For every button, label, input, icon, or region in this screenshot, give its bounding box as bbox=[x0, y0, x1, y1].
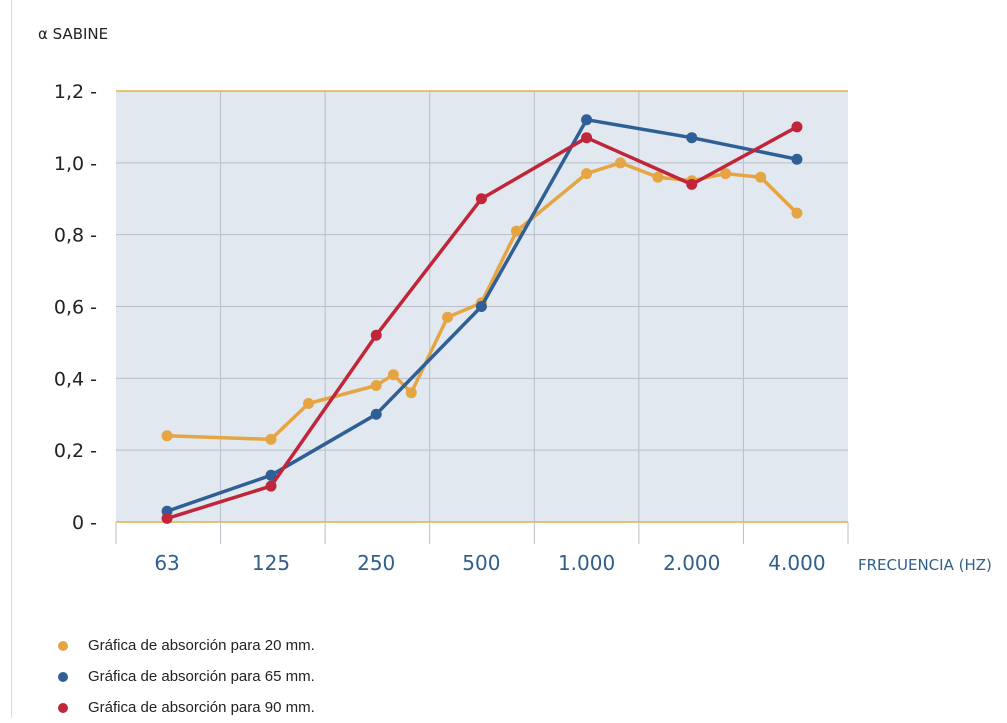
data-point bbox=[755, 171, 767, 183]
series-1 bbox=[161, 114, 803, 517]
data-point bbox=[510, 225, 522, 237]
x-axis-title: FRECUENCIA (HZ) bbox=[858, 556, 992, 574]
y-tick-label: 0,2 - bbox=[54, 440, 97, 462]
legend-label-90mm: Gráfica de absorción para 90 mm. bbox=[88, 699, 315, 716]
data-point bbox=[405, 387, 417, 399]
y-tick-label: 1,0 - bbox=[54, 153, 97, 175]
data-point bbox=[686, 178, 698, 190]
y-tick-label: 0 - bbox=[72, 512, 97, 534]
data-point bbox=[475, 301, 487, 312]
y-tick-label: 0,4 - bbox=[54, 368, 97, 390]
legend-item-20mm: Gráfica de absorción para 20 mm. bbox=[58, 630, 315, 661]
data-point bbox=[686, 132, 698, 144]
y-tick-label: 1,2 - bbox=[54, 81, 97, 103]
series-2 bbox=[161, 121, 803, 524]
data-point bbox=[614, 157, 626, 169]
data-point bbox=[302, 397, 314, 409]
y-axis-ticks: 0 - 0,2 - 0,4 - 0,6 - 0,8 - 1,0 - 1,2 - bbox=[54, 81, 97, 534]
legend-item-90mm: Gráfica de absorción para 90 mm. bbox=[58, 692, 315, 723]
legend-label-20mm: Gráfica de absorción para 20 mm. bbox=[88, 637, 315, 654]
series-group bbox=[161, 114, 803, 524]
data-point bbox=[370, 380, 382, 392]
data-point bbox=[581, 132, 593, 144]
absorption-chart: 0 - 0,2 - 0,4 - 0,6 - 0,8 - 1,0 - 1,2 - 63 125 2… bbox=[38, 25, 992, 575]
y-tick-label: 0,6 - bbox=[54, 297, 97, 319]
x-tick-label: 1.000 bbox=[558, 551, 615, 575]
x-tick-label: 4.000 bbox=[768, 551, 825, 575]
x-axis-ticks: 63 125 250 500 1.000 2.000 4.000 bbox=[154, 551, 825, 575]
page-left-rule bbox=[11, 0, 12, 718]
data-point bbox=[265, 469, 277, 481]
x-tick-label: 2.000 bbox=[663, 551, 720, 575]
data-point bbox=[581, 114, 593, 126]
legend: Gráfica de absorción para 20 mm. Gráfica… bbox=[58, 630, 315, 723]
legend-label-65mm: Gráfica de absorción para 65 mm. bbox=[88, 668, 315, 685]
data-point bbox=[387, 369, 399, 381]
data-point bbox=[265, 480, 277, 492]
data-point bbox=[370, 329, 382, 341]
data-point bbox=[581, 168, 593, 180]
x-tick-label: 63 bbox=[154, 551, 179, 575]
y-axis-title: α SABINE bbox=[38, 25, 108, 43]
data-point bbox=[720, 168, 732, 180]
legend-marker-90mm bbox=[58, 702, 68, 713]
data-point bbox=[161, 430, 173, 442]
legend-marker-65mm bbox=[58, 671, 68, 682]
data-point bbox=[161, 512, 173, 524]
y-tick-label: 0,8 - bbox=[54, 225, 97, 247]
series-line bbox=[167, 161, 799, 442]
legend-item-65mm: Gráfica de absorción para 65 mm. bbox=[58, 661, 315, 692]
data-point bbox=[475, 193, 487, 205]
legend-marker-20mm bbox=[58, 640, 68, 651]
data-point bbox=[791, 207, 803, 219]
x-tick-label: 125 bbox=[252, 551, 290, 575]
data-point bbox=[370, 408, 382, 420]
data-point bbox=[442, 311, 454, 323]
x-tick-label: 250 bbox=[357, 551, 395, 575]
data-point bbox=[652, 171, 664, 183]
data-point bbox=[265, 433, 277, 445]
data-point bbox=[791, 153, 803, 165]
x-tick-label: 500 bbox=[462, 551, 500, 575]
data-point bbox=[791, 121, 803, 133]
grid-lines bbox=[115, 90, 849, 544]
